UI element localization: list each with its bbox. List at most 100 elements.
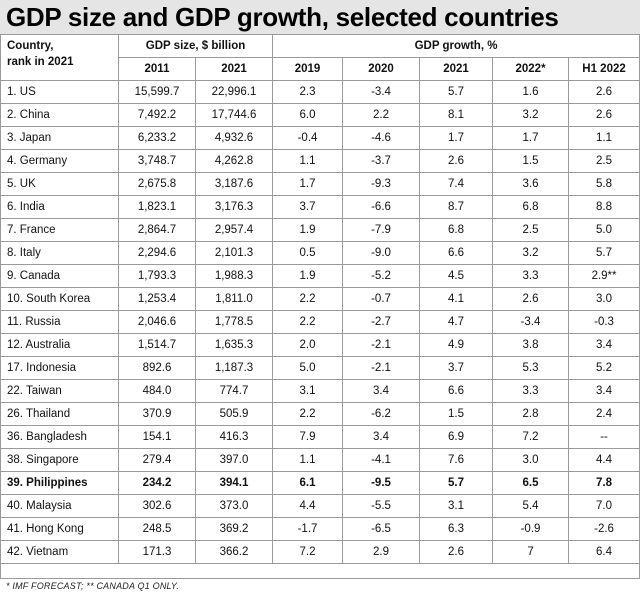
value-cell: 3.1 (272, 379, 344, 403)
country-cell: 22. Taiwan (0, 379, 119, 403)
value-cell: 2,046.6 (118, 310, 196, 334)
value-cell: 6.9 (419, 425, 494, 449)
value-cell: 6.8 (492, 195, 570, 219)
country-cell: 9. Canada (0, 264, 119, 288)
value-cell: 4,932.6 (194, 126, 274, 150)
value-cell: 4.9 (419, 333, 494, 357)
value-cell: 8.1 (419, 103, 494, 127)
country-cell: 17. Indonesia (0, 356, 119, 380)
year-header: 2011 (118, 57, 196, 81)
table-row: 1. US 15,599.7 22,996.1 2.3 -3.4 5.7 1.6 2.6 (0, 80, 640, 104)
country-cell: 5. UK (0, 172, 119, 196)
value-cell: 2.6 (568, 80, 640, 104)
value-cell: 1.1 (272, 448, 344, 472)
value-cell: 154.1 (118, 425, 196, 449)
value-cell: -0.4 (272, 126, 344, 150)
value-cell: -9.0 (342, 241, 421, 265)
table-body: 1. US 15,599.7 22,996.1 2.3 -3.4 5.7 1.6 2.6 2. … (0, 80, 640, 564)
value-cell: 7,492.2 (118, 103, 196, 127)
value-cell: -1.7 (272, 517, 344, 541)
gdp-table: Country, rank in 2021 GDP size, $ billion… (0, 34, 640, 564)
table-row: 2. China 7,492.2 17,744.6 6.0 2.2 8.1 3.2 2.6 (0, 103, 640, 127)
value-cell: -2.7 (342, 310, 421, 334)
value-cell: -7.9 (342, 218, 421, 242)
country-cell: 11. Russia (0, 310, 119, 334)
table-row: 42. Vietnam 171.3 366.2 7.2 2.9 2.6 7 6.4 (0, 540, 640, 564)
value-cell: 4.4 (272, 494, 344, 518)
table-row: 40. Malaysia 302.6 373.0 4.4 -5.5 3.1 5.4 7.0 (0, 494, 640, 518)
value-cell: 2.2 (272, 310, 344, 334)
value-cell: 2.2 (342, 103, 421, 127)
table-row: 26. Thailand 370.9 505.9 2.2 -6.2 1.5 2.8 2.4 (0, 402, 640, 426)
value-cell: -0.3 (568, 310, 640, 334)
country-cell: 8. Italy (0, 241, 119, 265)
value-cell: 2.4 (568, 402, 640, 426)
value-cell: 2.9** (568, 264, 640, 288)
value-cell: 7.6 (419, 448, 494, 472)
country-header-line2: rank in 2021 (7, 56, 74, 68)
value-cell: 2.2 (272, 402, 344, 426)
table-row: 39. Philippines 234.2 394.1 6.1 -9.5 5.7 6.5 7.… (0, 471, 640, 495)
value-cell: 3.4 (342, 379, 421, 403)
year-header: 2021 (194, 57, 274, 81)
value-cell: 366.2 (194, 540, 274, 564)
value-cell: 15,599.7 (118, 80, 196, 104)
value-cell: 397.0 (194, 448, 274, 472)
value-cell: -9.3 (342, 172, 421, 196)
country-cell: 10. South Korea (0, 287, 119, 311)
value-cell: 1,793.3 (118, 264, 196, 288)
value-cell: -5.5 (342, 494, 421, 518)
value-cell: 6.8 (419, 218, 494, 242)
value-cell: 3.2 (492, 241, 570, 265)
value-cell: 1.9 (272, 218, 344, 242)
country-cell: 6. India (0, 195, 119, 219)
value-cell: 5.0 (568, 218, 640, 242)
country-cell: 39. Philippines (0, 471, 119, 495)
value-cell: 1.5 (492, 149, 570, 173)
value-cell: 7.8 (568, 471, 640, 495)
value-cell: 1,635.3 (194, 333, 274, 357)
value-cell: 7.2 (492, 425, 570, 449)
value-cell: -9.5 (342, 471, 421, 495)
value-cell: 3.4 (568, 379, 640, 403)
country-cell: 3. Japan (0, 126, 119, 150)
value-cell: 5.2 (568, 356, 640, 380)
value-cell: 416.3 (194, 425, 274, 449)
value-cell: 1.1 (272, 149, 344, 173)
value-cell: -6.2 (342, 402, 421, 426)
country-cell: 2. China (0, 103, 119, 127)
value-cell: -4.1 (342, 448, 421, 472)
value-cell: 3.6 (492, 172, 570, 196)
table-row: 6. India 1,823.1 3,176.3 3.7 -6.6 8.7 6.8 8.8 (0, 195, 640, 219)
value-cell: 7.9 (272, 425, 344, 449)
value-cell: 1.6 (492, 80, 570, 104)
value-cell: 3.0 (568, 287, 640, 311)
value-cell: 5.3 (492, 356, 570, 380)
value-cell: 5.4 (492, 494, 570, 518)
value-cell: 1.1 (568, 126, 640, 150)
value-cell: 8.7 (419, 195, 494, 219)
value-cell: -6.5 (342, 517, 421, 541)
table-header: Country, rank in 2021 GDP size, $ billion… (0, 34, 640, 81)
gdp-growth-header: GDP growth, % (272, 34, 640, 58)
value-cell: 4.5 (419, 264, 494, 288)
value-cell: 1,778.5 (194, 310, 274, 334)
value-cell: 5.7 (568, 241, 640, 265)
value-cell: 1.7 (492, 126, 570, 150)
table-row: 22. Taiwan 484.0 774.7 3.1 3.4 6.6 3.3 3.4 (0, 379, 640, 403)
country-cell: 4. Germany (0, 149, 119, 173)
country-header-line1: Country, (7, 40, 54, 52)
country-cell: 26. Thailand (0, 402, 119, 426)
value-cell: 1.5 (419, 402, 494, 426)
title-bar: GDP size and GDP growth, selected countr… (0, 0, 640, 34)
value-cell: 1.9 (272, 264, 344, 288)
value-cell: -4.6 (342, 126, 421, 150)
value-cell: 370.9 (118, 402, 196, 426)
value-cell: 2.0 (272, 333, 344, 357)
table-title: GDP size and GDP growth, selected countr… (6, 2, 559, 32)
value-cell: -2.6 (568, 517, 640, 541)
value-cell: 7 (492, 540, 570, 564)
value-cell: 17,744.6 (194, 103, 274, 127)
year-header: H1 2022 (568, 57, 640, 81)
value-cell: 1,811.0 (194, 287, 274, 311)
